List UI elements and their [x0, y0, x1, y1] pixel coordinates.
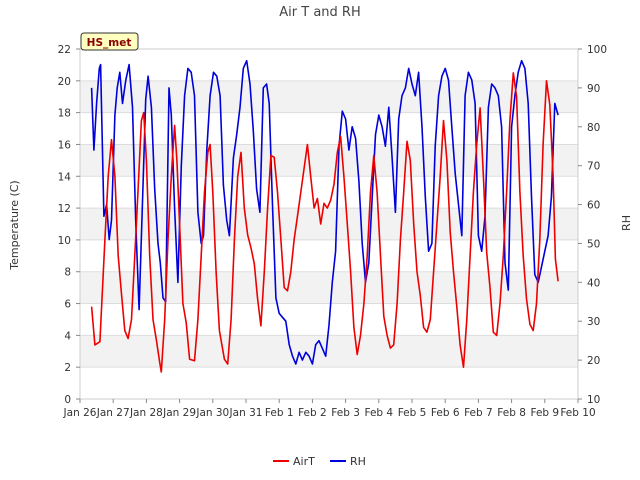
station-badge-box: [80, 32, 139, 51]
y-left-tick-label: 16: [58, 139, 72, 151]
x-tick-label: Feb 5: [398, 407, 427, 419]
x-tick-label: Jan 28: [129, 407, 163, 419]
y-left-tick-label: 18: [58, 108, 71, 120]
series-layer: [90, 59, 559, 373]
y-right-tick-label: 40: [587, 277, 600, 289]
x-tick-label: Feb 4: [364, 407, 393, 419]
x-tick-label: Jan 30: [195, 407, 229, 419]
x-tick-label: Jan 29: [162, 407, 196, 419]
legend-label-airt: AirT: [293, 455, 315, 468]
grid-band: [80, 335, 578, 368]
y-right-tick-label: 90: [587, 83, 600, 95]
chart-title: Air T and RH: [279, 5, 360, 20]
plot-frame: [79, 48, 579, 400]
y-right-tick-label: 70: [587, 161, 600, 173]
y-left-axis-title: Temperature (C): [8, 180, 21, 270]
x-axis: Jan 26 Jan 27 Jan 28 Jan 29 Jan 30 Jan 31 Feb …: [63, 399, 596, 419]
x-tick-label: Feb 6: [431, 407, 460, 419]
x-tick-label: Feb 1: [265, 407, 294, 419]
x-tick-label: Jan 26: [63, 407, 97, 419]
y-left-tick-label: 20: [58, 76, 71, 88]
legend: AirT RH: [273, 455, 366, 468]
x-tick-label: Feb 3: [331, 407, 360, 419]
y-left-tick-label: 0: [64, 394, 71, 406]
grid-band: [80, 80, 578, 113]
legend-label-rh: RH: [350, 455, 366, 468]
y-left-tick-label: 12: [58, 203, 71, 215]
x-tick-label: Jan 27: [96, 407, 130, 419]
grid-band: [80, 271, 578, 304]
y-left-tick-label: 4: [64, 330, 71, 342]
x-tick-label: Feb 9: [530, 407, 559, 419]
station-badge-label: HS_met: [87, 37, 132, 49]
grid-band: [80, 208, 578, 240]
x-tick-label: Feb 10: [560, 407, 595, 419]
y-right-tick-label: 100: [587, 44, 607, 56]
y-right-tick-label: 60: [587, 200, 600, 212]
x-tick-label: Feb 7: [464, 407, 493, 419]
grid-band: [80, 144, 578, 177]
y-right-tick-label: 50: [587, 238, 600, 250]
series-line-rh: [90, 59, 559, 365]
y-right-tick-label: 30: [587, 316, 600, 328]
x-tick-label: Feb 2: [298, 407, 327, 419]
y-left-tick-label: 22: [58, 44, 71, 56]
y-right-tick-label: 80: [587, 122, 600, 134]
series-line-airt: [90, 72, 559, 373]
grid-bands: [80, 48, 578, 400]
x-tick-label: Feb 8: [497, 407, 526, 419]
x-tick-label: Jan 31: [229, 407, 263, 419]
station-badge: HS_met: [80, 32, 139, 51]
y-right-tick-label: 10: [587, 394, 600, 406]
y-left-tick-label: 6: [64, 299, 71, 311]
y-axis-right: 10 20 30 40 50 60 70 80 90 100: [578, 44, 607, 406]
y-right-tick-label: 20: [587, 355, 600, 367]
y-axis-left: 0 2 4 6 8 10 12 14 16 18 20 22: [58, 44, 80, 406]
y-left-tick-label: 8: [64, 267, 71, 279]
y-left-tick-label: 2: [64, 362, 71, 374]
y-left-tick-label: 10: [58, 235, 71, 247]
y-right-axis-title: RH: [620, 215, 633, 231]
y-left-tick-label: 14: [58, 171, 72, 183]
